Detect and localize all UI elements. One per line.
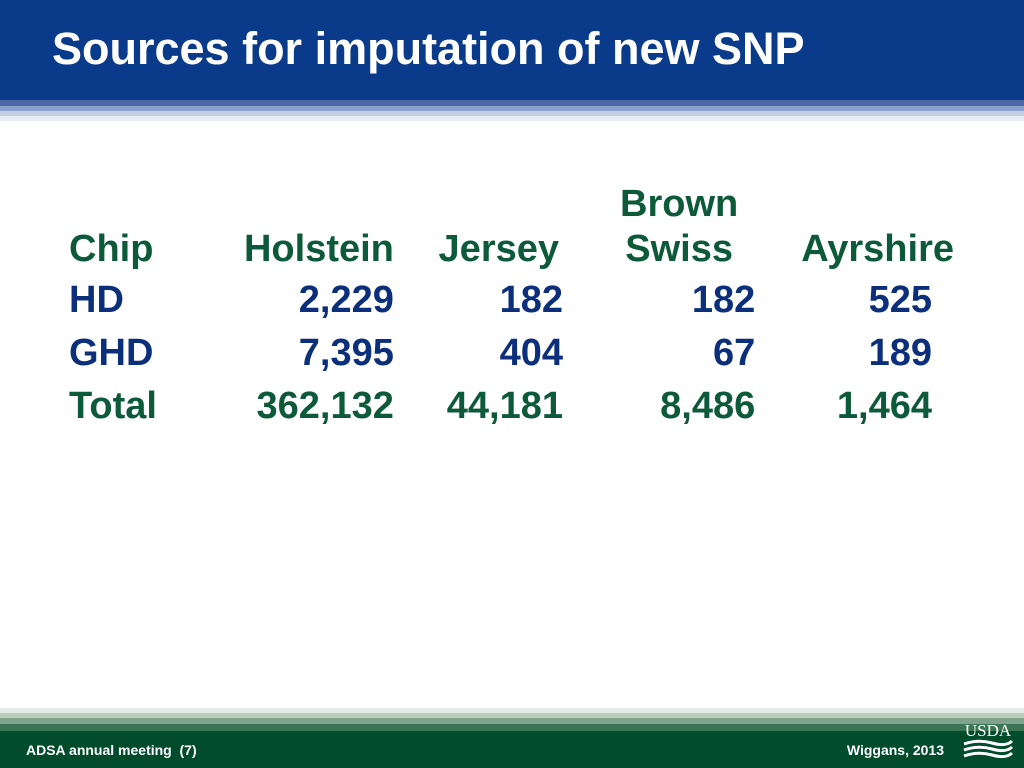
- table-row-total: Total 362,132 44,181 8,486 1,464: [60, 384, 960, 437]
- header-brown-swiss-line1: Brown: [620, 183, 739, 225]
- cell-holstein: 7,395: [298, 332, 394, 374]
- header-bar: Sources for imputation of new SNP: [0, 0, 1024, 100]
- cell-brown-swiss: 182: [691, 279, 756, 321]
- usda-logo-text: USDA: [965, 721, 1012, 740]
- cell-jersey: 404: [499, 332, 564, 374]
- footer-stripe: [0, 713, 1024, 718]
- cell-jersey: 44,181: [446, 385, 564, 427]
- header-jersey: Jersey: [438, 228, 560, 270]
- footer-bar: ADSA annual meeting (7) Wiggans, 2013: [0, 731, 1024, 768]
- header-stripe: [0, 100, 1024, 106]
- cell-chip: GHD: [69, 332, 154, 374]
- usda-logo-wave: [963, 745, 1014, 753]
- footer-stripe: [0, 708, 1024, 713]
- footer-stripe: [0, 724, 1024, 731]
- header-stripe: [0, 106, 1024, 111]
- cell-brown-swiss: 67: [712, 332, 756, 374]
- usda-logo-wave: [963, 739, 1014, 747]
- header-stripe: [0, 111, 1024, 116]
- header-brown-swiss-line2: Swiss: [625, 228, 733, 270]
- header-holstein: Holstein: [243, 228, 394, 270]
- cell-holstein: 362,132: [256, 385, 394, 427]
- header-chip: Chip: [69, 228, 154, 270]
- cell-chip: HD: [69, 279, 124, 321]
- cell-ayrshire: 1,464: [836, 385, 932, 427]
- footer-meeting-label: ADSA annual meeting (7): [26, 742, 197, 758]
- cell-chip: Total: [69, 385, 157, 427]
- cell-ayrshire: 189: [868, 332, 932, 374]
- table-header-row: Chip Holstein Jersey Brown Swiss Ayrshire: [60, 182, 960, 278]
- usda-logo-wave: [963, 751, 1014, 759]
- cell-brown-swiss: 8,486: [660, 385, 756, 427]
- header-brown-swiss: Brown Swiss: [563, 182, 755, 278]
- imputation-table: Chip Holstein Jersey Brown Swiss Ayrshire…: [60, 182, 960, 437]
- table-row: GHD 7,395 404 67 189: [60, 331, 960, 384]
- footer-stripe: [0, 718, 1024, 724]
- usda-logo: USDA: [963, 721, 1014, 759]
- table-row: HD 2,229 182 182 525: [60, 278, 960, 331]
- slide-title: Sources for imputation of new SNP: [52, 23, 805, 74]
- header-ayrshire: Ayrshire: [801, 228, 954, 270]
- cell-ayrshire: 525: [868, 279, 932, 321]
- cell-holstein: 2,229: [298, 279, 394, 321]
- header-stripe: [0, 116, 1024, 121]
- cell-jersey: 182: [499, 279, 564, 321]
- footer-author-year: Wiggans, 2013: [846, 742, 944, 758]
